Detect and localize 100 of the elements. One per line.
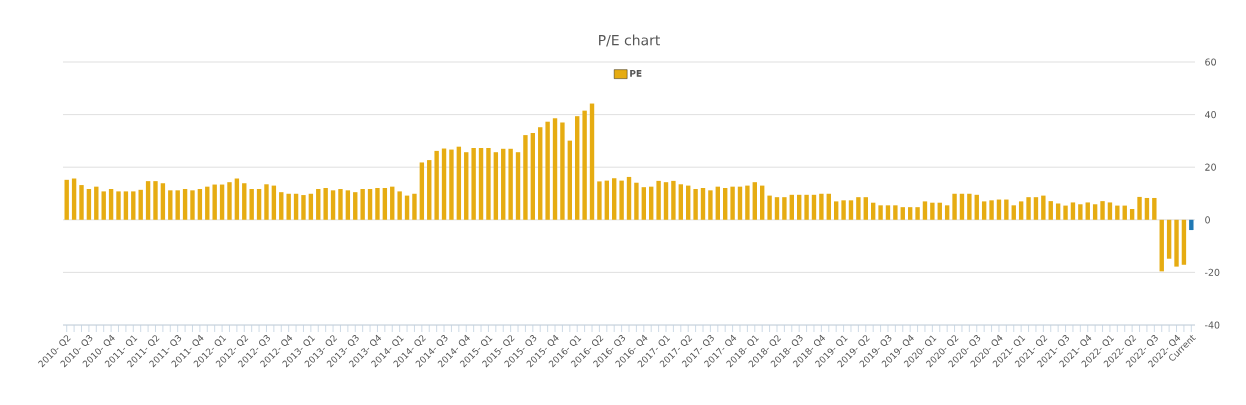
bar (560, 122, 565, 220)
bar (1144, 197, 1150, 220)
bar (330, 190, 336, 220)
bar (930, 202, 935, 220)
bar (663, 182, 669, 220)
bar (922, 201, 928, 220)
bar (1181, 219, 1187, 265)
bar (493, 152, 499, 220)
bar (530, 133, 536, 220)
bar (471, 148, 476, 220)
bar (464, 152, 469, 220)
bar (848, 200, 854, 220)
bar (1152, 197, 1157, 220)
bar (856, 197, 861, 220)
bar (708, 190, 713, 220)
bar (116, 191, 121, 220)
bar (427, 160, 432, 220)
bar (656, 180, 661, 220)
y-tick-label: -20 (1205, 268, 1220, 276)
bar (197, 189, 203, 220)
bar (153, 181, 158, 220)
bar (1115, 205, 1120, 220)
bar (1004, 199, 1009, 220)
bar (774, 197, 780, 220)
bar (515, 152, 521, 220)
bar (730, 186, 735, 220)
bar (397, 191, 402, 220)
bar (1159, 219, 1164, 272)
bar (575, 116, 580, 220)
bar (959, 193, 965, 220)
bar (545, 121, 550, 220)
bar (138, 189, 143, 220)
bar (390, 186, 395, 220)
bar (382, 187, 388, 220)
bar (404, 195, 410, 220)
bar (686, 185, 691, 220)
bar (1174, 219, 1179, 267)
bar (759, 185, 765, 220)
bar (737, 186, 743, 220)
bar (219, 184, 225, 220)
bar (175, 190, 180, 220)
bar (1166, 219, 1172, 259)
bar (338, 189, 343, 220)
bar (981, 201, 987, 220)
bar (538, 127, 543, 220)
bar (1189, 219, 1194, 231)
y-tick-label: 0 (1205, 216, 1210, 224)
bar (456, 146, 462, 220)
bar (1026, 197, 1031, 220)
bar (301, 195, 306, 220)
bar (279, 192, 284, 220)
bar (715, 186, 720, 220)
bar (612, 178, 617, 220)
bar (293, 193, 299, 220)
bar (308, 193, 314, 220)
bar (1011, 205, 1016, 220)
bar (145, 181, 151, 220)
y-tick-label: 20 (1205, 163, 1216, 171)
bar (1092, 204, 1098, 220)
bar (589, 103, 595, 220)
bar (367, 189, 373, 220)
bar (256, 189, 262, 220)
bar (671, 180, 676, 220)
bar (789, 194, 794, 220)
bar (1063, 205, 1068, 220)
bar (79, 185, 84, 220)
bar (182, 189, 188, 220)
bar (94, 186, 99, 220)
bar (567, 140, 573, 220)
bar (1055, 203, 1061, 220)
bar (900, 207, 905, 220)
bar (205, 186, 210, 220)
bar (1033, 197, 1039, 220)
bar (552, 118, 558, 220)
bar (989, 200, 994, 220)
bar (190, 190, 195, 220)
bar (234, 178, 240, 220)
bar (952, 193, 957, 220)
bar (227, 182, 232, 220)
bar (353, 192, 358, 220)
bar (108, 189, 114, 220)
bar (249, 189, 254, 220)
bar (1107, 202, 1113, 220)
chart-title: P/E chart (599, 34, 660, 47)
bar (168, 190, 173, 220)
bar (870, 202, 876, 220)
bar (1041, 195, 1046, 220)
bar (700, 187, 706, 220)
bar (486, 148, 491, 220)
bar (1129, 209, 1135, 220)
bar (626, 176, 632, 220)
bar (907, 207, 913, 220)
bar (1070, 202, 1076, 220)
bar (915, 207, 920, 220)
bar (1018, 201, 1024, 220)
bar (434, 150, 439, 220)
bar (501, 148, 506, 220)
bar (160, 183, 166, 220)
bar (752, 182, 757, 220)
bar (782, 197, 787, 220)
